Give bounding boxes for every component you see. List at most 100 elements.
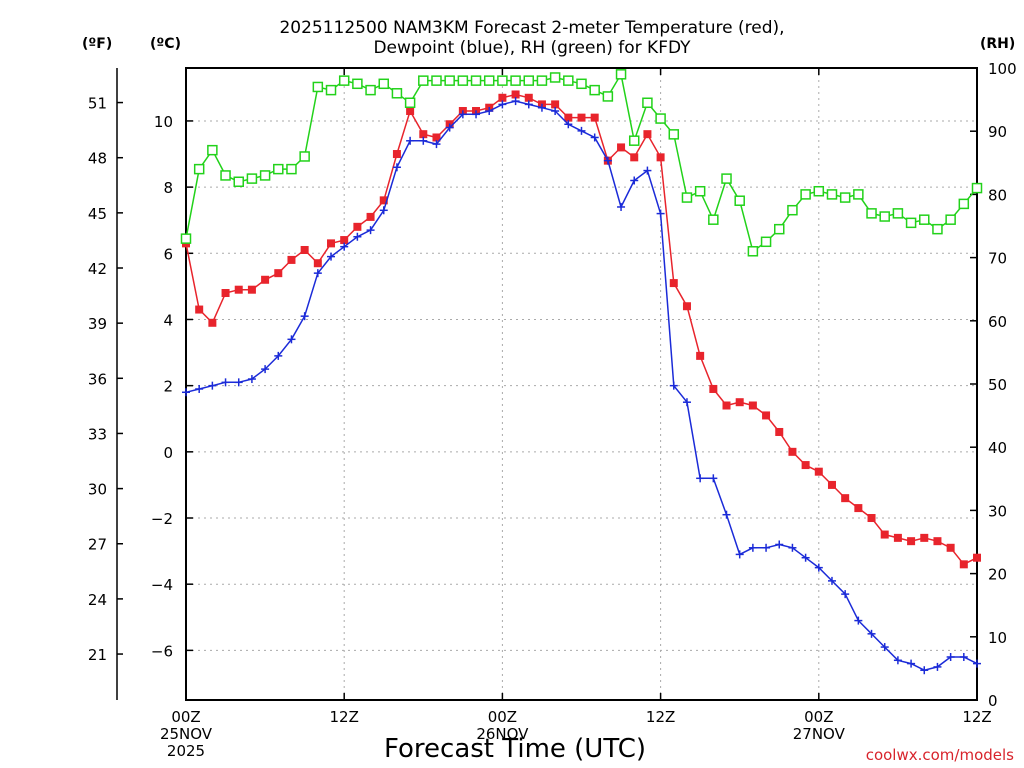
temperature-point: [814, 467, 823, 476]
temperature-point: [617, 143, 626, 152]
x-tick-label: 00Z: [488, 708, 517, 726]
temperature-point: [353, 222, 362, 231]
temperature-point: [287, 255, 296, 264]
rh-point: [839, 192, 851, 203]
temperature-point: [801, 461, 810, 470]
dewpoint-point: [366, 226, 375, 235]
rh-tick-label: 10: [988, 629, 1007, 647]
rh-point: [286, 163, 297, 175]
temperature-point: [973, 553, 981, 562]
dewpoint-point: [247, 375, 256, 384]
x-tick-label: 00Z: [804, 708, 833, 726]
rh-point: [879, 211, 890, 222]
rh-point: [589, 84, 600, 96]
celsius-tick-label: 8: [163, 179, 173, 197]
dewpoint-point: [669, 381, 678, 390]
rh-point: [826, 189, 838, 200]
dewpoint-point: [287, 335, 296, 344]
rh-point: [457, 75, 469, 86]
rh-point: [378, 78, 389, 90]
rh-point: [404, 97, 416, 109]
temperature-point: [669, 279, 678, 288]
rh-point: [391, 88, 403, 99]
fahrenheit-tick-label: 36: [88, 370, 107, 388]
rh-point: [681, 192, 693, 203]
chart-title-line2: Dewpoint (blue), RH (green) for KFDY: [373, 38, 691, 58]
rh-point: [418, 75, 429, 86]
rh-tick-label: 30: [988, 502, 1007, 520]
rh-point: [905, 217, 917, 229]
rh-tick-label: 20: [988, 566, 1007, 584]
temperature-point: [524, 93, 533, 102]
celsius-tick-label: 6: [163, 245, 173, 263]
dewpoint-point: [854, 616, 863, 625]
temperature-point: [366, 212, 375, 221]
temperature-point: [577, 113, 586, 122]
rh-point: [668, 129, 680, 140]
dewpoint-point: [762, 543, 771, 552]
dewpoint-point: [617, 202, 626, 211]
dewpoint-point: [432, 140, 441, 149]
dewpoint-point: [682, 398, 691, 407]
rh-point: [694, 185, 706, 197]
rh-tick-label: 60: [988, 313, 1007, 331]
rh-point: [945, 214, 956, 225]
x-axis-label: Forecast Time (UTC): [383, 734, 646, 764]
rh-point: [220, 170, 231, 181]
celsius-tick-label: −2: [151, 510, 173, 528]
dewpoint-point: [300, 312, 309, 321]
celsius-unit-label: (ºC): [150, 36, 181, 52]
rh-point: [338, 75, 350, 86]
dewpoint-point: [274, 351, 283, 360]
temperature-point: [696, 351, 705, 360]
temperature-point: [827, 480, 836, 489]
dewpoint-point: [788, 543, 797, 552]
temperature-point: [867, 514, 876, 523]
dewpoint-point: [907, 659, 916, 668]
dewpoint-point: [551, 107, 560, 116]
rh-point: [312, 81, 324, 93]
plot-frame: [185, 67, 978, 701]
series-rh: [180, 69, 983, 257]
dewpoint-point: [814, 563, 823, 572]
x-tick-label: 12Z: [646, 708, 675, 726]
rh-tick-label: 70: [988, 250, 1007, 268]
rh-point: [180, 233, 192, 244]
rh-point: [365, 84, 376, 96]
temperature-point: [195, 305, 204, 314]
rh-point: [523, 75, 535, 86]
dewpoint-point: [472, 110, 481, 119]
fahrenheit-tick-label: 48: [88, 150, 107, 168]
dewpoint-point: [867, 629, 876, 638]
dewpoint-point: [182, 388, 190, 397]
temperature-point: [313, 259, 322, 268]
x-tick-year: 2025: [167, 742, 205, 760]
rh-point: [747, 246, 759, 257]
temperature-point: [854, 504, 863, 513]
fahrenheit-tick-label: 45: [88, 205, 107, 223]
dewpoint-point: [353, 232, 362, 241]
fahrenheit-tick-label: 21: [88, 646, 107, 664]
rh-point: [299, 151, 310, 162]
celsius-tick-label: 0: [163, 444, 173, 462]
dewpoint-point: [221, 378, 230, 387]
temperature-point: [959, 560, 968, 569]
rh-point: [615, 69, 627, 80]
dewpoint-point: [630, 176, 639, 185]
rh-point: [866, 208, 877, 219]
temperature-point: [340, 236, 349, 245]
temperature-point: [551, 100, 560, 109]
series-dewpoint: [182, 97, 981, 675]
rh-tick-label: 40: [988, 439, 1007, 457]
dewpoint-point: [590, 133, 599, 142]
rh-tick-label: 100: [988, 60, 1017, 78]
dewpoint-point: [340, 242, 349, 251]
rh-point: [444, 75, 455, 86]
rh-point: [734, 195, 745, 206]
fahrenheit-tick-label: 24: [88, 591, 107, 609]
rh-point: [721, 173, 732, 184]
temperature-point: [261, 275, 270, 284]
temperature-point: [735, 398, 744, 407]
fahrenheit-tick-label: 42: [88, 260, 107, 278]
celsius-tick-label: −6: [151, 642, 173, 660]
